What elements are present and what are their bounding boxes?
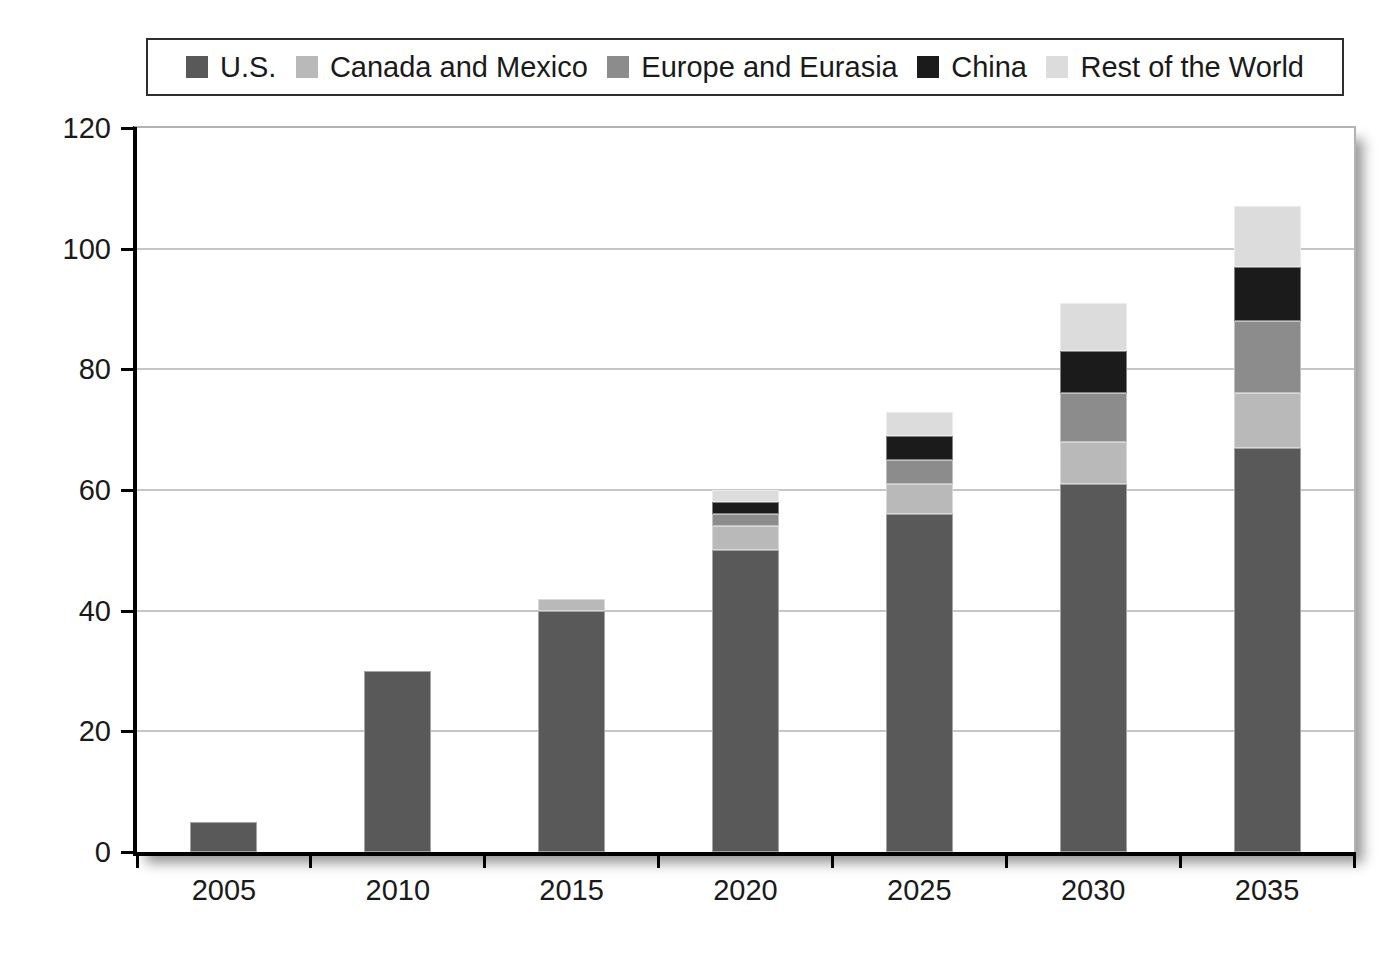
bar-segment <box>1234 321 1301 393</box>
bar-segment <box>538 611 605 852</box>
y-axis-label: 120 <box>63 112 111 144</box>
x-axis-tick <box>1353 852 1356 868</box>
x-axis-label: 2010 <box>311 874 485 906</box>
bar-segment <box>712 514 779 526</box>
bar-segment <box>1234 206 1301 266</box>
bar-segment <box>1234 448 1301 852</box>
y-axis-tick <box>121 127 137 130</box>
y-axis-label: 100 <box>63 233 111 265</box>
x-axis-label: 2005 <box>137 874 311 906</box>
x-axis-tick <box>309 852 312 868</box>
bar-segment <box>712 550 779 852</box>
x-axis-tick <box>1179 852 1182 868</box>
legend-label: U.S. <box>220 51 276 84</box>
bar-segment <box>886 460 953 484</box>
y-axis-tick <box>121 368 137 371</box>
legend-label: Europe and Eurasia <box>641 51 897 84</box>
x-axis-tick <box>1005 852 1008 868</box>
x-axis-tick <box>483 852 486 868</box>
stacked-bar <box>1060 128 1127 852</box>
legend-item: Canada and Mexico <box>296 51 588 84</box>
bar-segment <box>1060 393 1127 441</box>
stacked-bar <box>712 128 779 852</box>
y-axis-label: 0 <box>95 836 111 868</box>
y-axis-tick <box>121 730 137 733</box>
bar-segment <box>886 412 953 436</box>
bar-segment <box>712 490 779 502</box>
bar-segment <box>1060 484 1127 852</box>
legend-color-swatch-icon <box>917 56 939 78</box>
bar-segment <box>1060 351 1127 393</box>
legend: U.S. Canada and Mexico Europe and Eurasia C… <box>146 38 1344 96</box>
bar-segment <box>538 599 605 611</box>
stacked-bar <box>886 128 953 852</box>
legend-label: China <box>951 51 1027 84</box>
legend-color-swatch-icon <box>296 56 318 78</box>
legend-color-swatch-icon <box>186 56 208 78</box>
bar-segment <box>1060 303 1127 351</box>
x-axis-label: 2035 <box>1180 874 1354 906</box>
bar-segment <box>190 822 257 852</box>
legend-label: Canada and Mexico <box>330 51 588 84</box>
legend-label: Rest of the World <box>1080 51 1304 84</box>
legend-color-swatch-icon <box>607 56 629 78</box>
stacked-bar <box>1234 128 1301 852</box>
legend-color-swatch-icon <box>1046 56 1068 78</box>
bar-segment <box>712 502 779 514</box>
bar-segment <box>886 484 953 514</box>
y-axis-tick <box>121 248 137 251</box>
legend-item: Rest of the World <box>1046 51 1304 84</box>
y-axis-tick <box>121 610 137 613</box>
legend-item: Europe and Eurasia <box>607 51 897 84</box>
y-axis-label: 40 <box>79 595 111 627</box>
bar-segment <box>1234 393 1301 447</box>
y-axis-label: 80 <box>79 353 111 385</box>
x-axis-tick <box>831 852 834 868</box>
bar-segment <box>886 514 953 852</box>
x-axis-label: 2020 <box>659 874 833 906</box>
x-axis-tick <box>136 852 139 868</box>
stacked-bar <box>538 128 605 852</box>
stacked-bar <box>364 128 431 852</box>
legend-item: U.S. <box>186 51 276 84</box>
bar-segment <box>1234 267 1301 321</box>
bar-segment <box>886 436 953 460</box>
x-axis-label: 2030 <box>1006 874 1180 906</box>
stacked-bar <box>190 128 257 852</box>
x-axis-label: 2025 <box>832 874 1006 906</box>
x-axis-tick <box>657 852 660 868</box>
bar-segment <box>712 526 779 550</box>
x-axis-label: 2015 <box>485 874 659 906</box>
legend-item: China <box>917 51 1027 84</box>
bar-segment <box>364 671 431 852</box>
y-axis-label: 60 <box>79 474 111 506</box>
plot-area: 0204060801001202005201020152020202520302… <box>133 126 1356 856</box>
bar-segment <box>1060 442 1127 484</box>
y-axis-tick <box>121 489 137 492</box>
y-axis-label: 20 <box>79 715 111 747</box>
